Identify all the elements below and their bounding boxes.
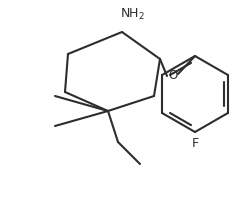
- Text: O: O: [168, 69, 178, 82]
- Text: NH$_2$: NH$_2$: [120, 7, 144, 22]
- Text: F: F: [192, 137, 199, 150]
